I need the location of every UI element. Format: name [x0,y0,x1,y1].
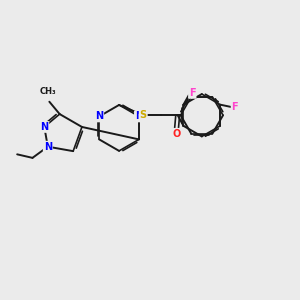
Text: F: F [189,88,196,98]
Text: S: S [140,110,147,120]
Text: CH₃: CH₃ [40,87,56,96]
Text: N: N [135,111,143,122]
Text: N: N [95,111,103,122]
Text: F: F [232,102,238,112]
Text: N: N [40,122,48,132]
Text: O: O [172,129,180,139]
Text: N: N [44,142,52,152]
